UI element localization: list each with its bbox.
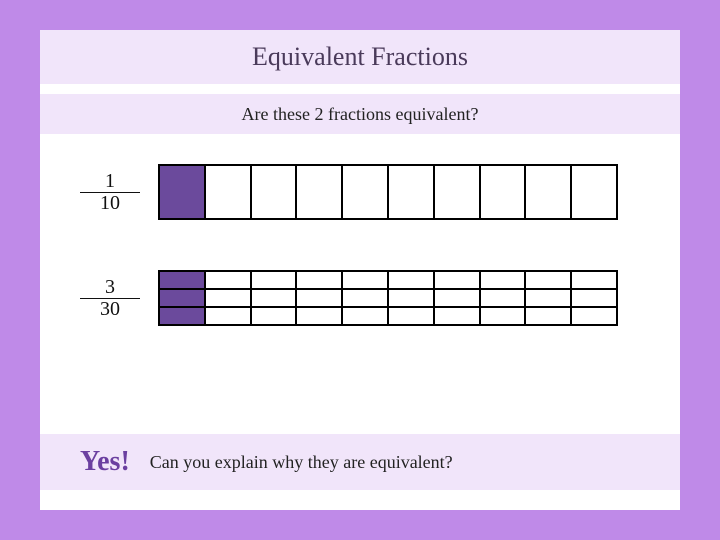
bar-cell-empty: [204, 166, 250, 218]
bar-cell-empty: [479, 308, 525, 324]
bar-cell-empty: [250, 290, 296, 306]
bar-cell-empty: [204, 308, 250, 324]
bar-cell-empty: [524, 290, 570, 306]
bar-cell-filled: [160, 272, 204, 288]
fraction-2-numerator: 3: [80, 277, 140, 299]
bar-cell-empty: [479, 272, 525, 288]
fraction-bar-2: [158, 270, 618, 326]
bar-cell-empty: [433, 308, 479, 324]
bar-cell-empty: [295, 290, 341, 306]
bar-cell-empty: [570, 308, 616, 324]
bar-cell-empty: [204, 272, 250, 288]
bar-cell-empty: [295, 308, 341, 324]
spacer: [40, 84, 680, 94]
bar-cell-empty: [341, 308, 387, 324]
fraction-1-numerator: 1: [80, 171, 140, 193]
bar-cell-empty: [524, 166, 570, 218]
bar-cell-empty: [570, 290, 616, 306]
answer-prompt: Can you explain why they are equivalent?: [150, 452, 453, 473]
bar-cell-empty: [341, 272, 387, 288]
fraction-label-1: 1 10: [80, 171, 140, 214]
bar-cell-empty: [250, 166, 296, 218]
bar-cell-empty: [204, 290, 250, 306]
bar-row: [160, 306, 616, 324]
bar-cell-empty: [433, 166, 479, 218]
bar-cell-empty: [250, 308, 296, 324]
question-text: Are these 2 fractions equivalent?: [242, 104, 479, 125]
answer-band: Yes! Can you explain why they are equiva…: [40, 434, 680, 490]
bar-cell-empty: [387, 272, 433, 288]
bar-cell-empty: [295, 166, 341, 218]
bar-cell-empty: [341, 166, 387, 218]
bar-cell-empty: [433, 272, 479, 288]
bar-cell-filled: [160, 290, 204, 306]
bar-cell-empty: [479, 290, 525, 306]
bar-cell-filled: [160, 308, 204, 324]
fraction-2-denominator: 30: [80, 299, 140, 320]
title-band: Equivalent Fractions: [40, 30, 680, 84]
page-title: Equivalent Fractions: [252, 42, 468, 72]
content-area: 1 10 3 30: [40, 134, 680, 434]
bar-cell-empty: [387, 290, 433, 306]
bar-cell-empty: [387, 308, 433, 324]
fraction-row-1: 1 10: [80, 164, 640, 220]
question-band: Are these 2 fractions equivalent?: [40, 94, 680, 134]
bar-cell-empty: [295, 272, 341, 288]
bar-cell-empty: [524, 308, 570, 324]
fraction-bar-1: [158, 164, 618, 220]
bar-cell-empty: [341, 290, 387, 306]
bar-row: [160, 288, 616, 306]
fraction-label-2: 3 30: [80, 277, 140, 320]
bar-cell-empty: [570, 166, 616, 218]
bar-cell-empty: [433, 290, 479, 306]
bar-cell-empty: [250, 272, 296, 288]
answer-label: Yes!: [80, 446, 130, 478]
slide: Equivalent Fractions Are these 2 fractio…: [40, 30, 680, 510]
bar-cell-empty: [570, 272, 616, 288]
bar-cell-empty: [479, 166, 525, 218]
bar-row: [160, 272, 616, 288]
spacer-bottom: [40, 490, 680, 510]
bar-cell-empty: [387, 166, 433, 218]
bar-row: [160, 166, 616, 218]
fraction-1-denominator: 10: [80, 193, 140, 214]
fraction-row-2: 3 30: [80, 270, 640, 326]
bar-cell-empty: [524, 272, 570, 288]
bar-cell-filled: [160, 166, 204, 218]
